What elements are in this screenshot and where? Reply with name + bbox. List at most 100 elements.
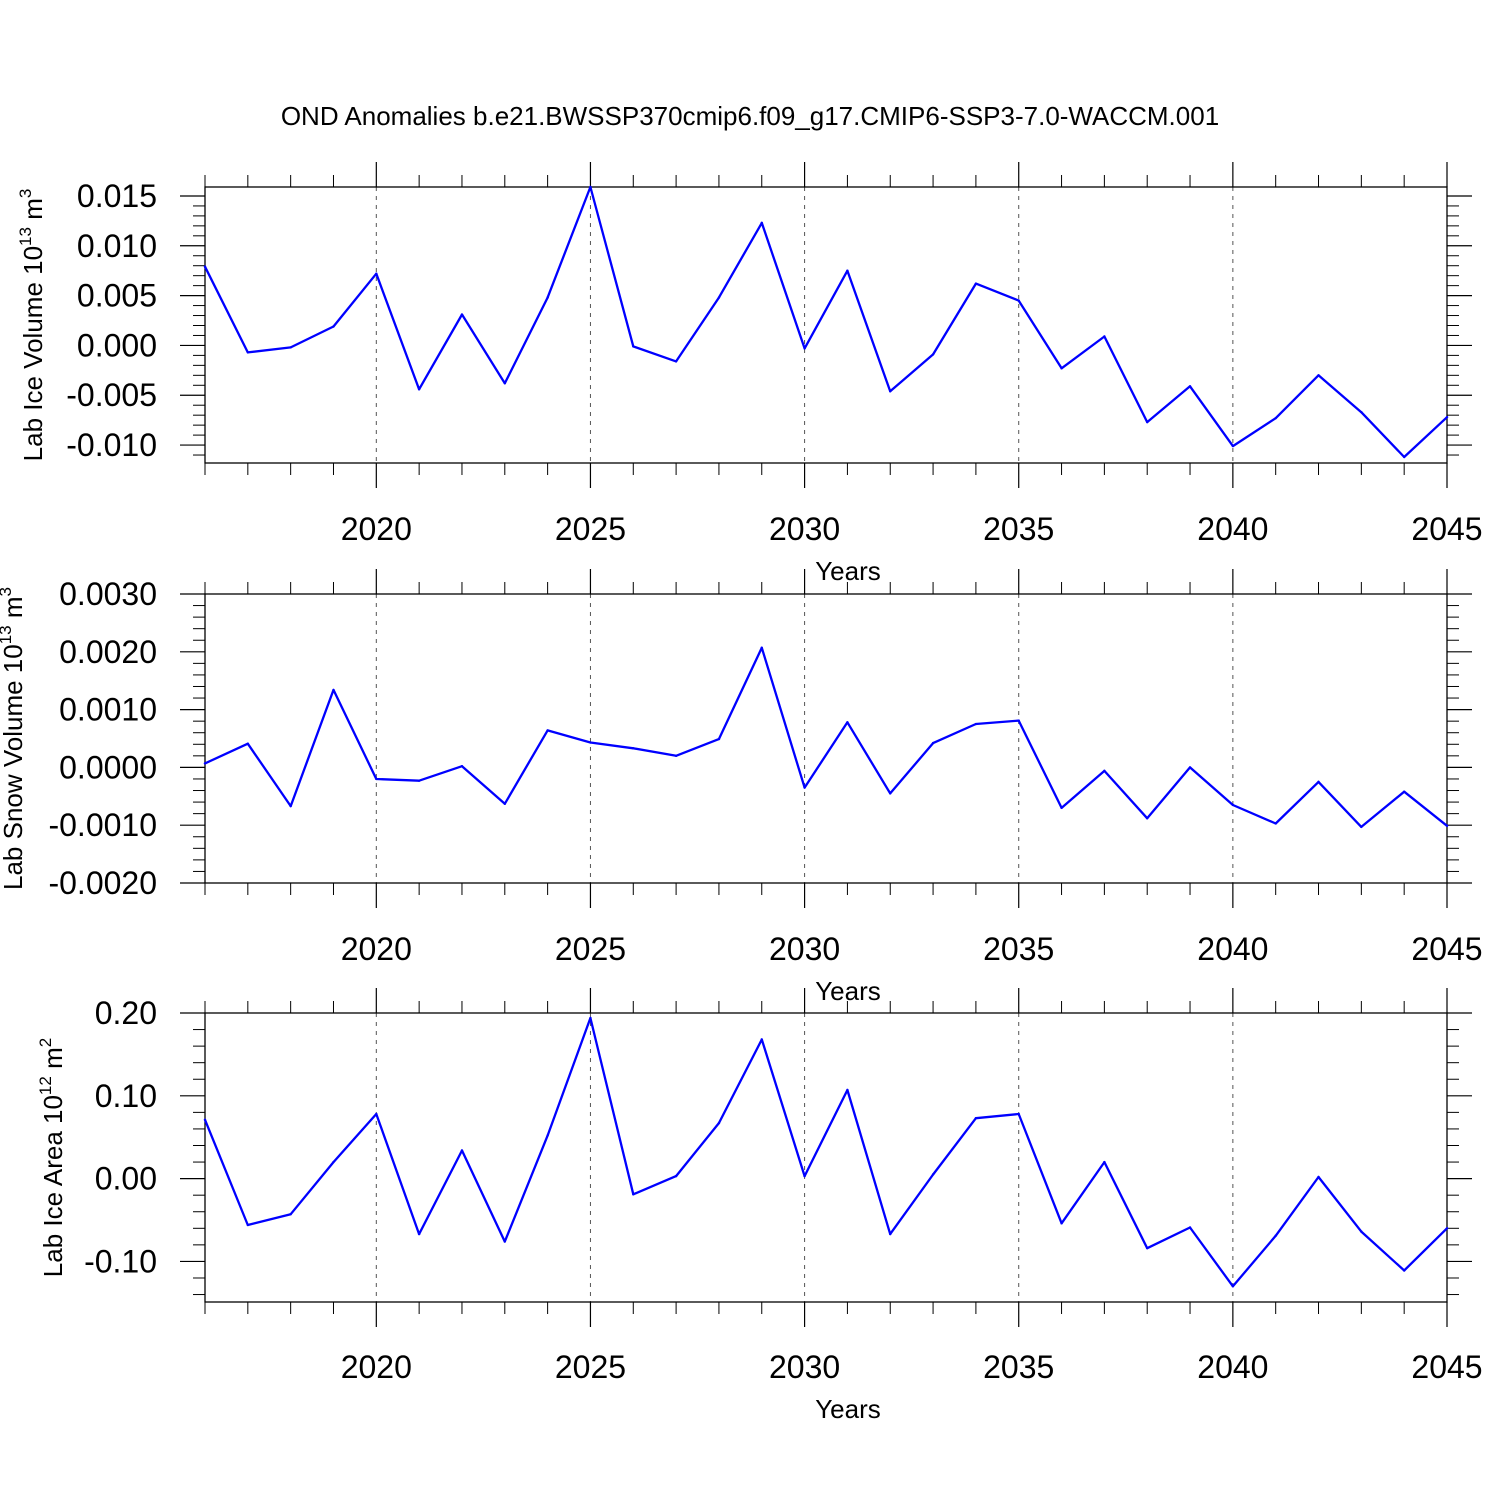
data-point-2045 <box>1445 415 1449 419</box>
data-point-2027 <box>674 1174 678 1178</box>
data-point-2016 <box>203 762 207 765</box>
data-point-2022 <box>460 1149 464 1152</box>
y-tick-label: 0.0000 <box>59 749 157 785</box>
data-point-2038 <box>1146 817 1149 820</box>
data-point-2041 <box>1274 1234 1277 1237</box>
data-point-2023 <box>503 802 506 806</box>
data-point-2045 <box>1445 824 1449 827</box>
plot-frame <box>204 593 1448 884</box>
x-tick-label-2025: 2025 <box>555 511 626 547</box>
data-point-2038 <box>1146 420 1149 424</box>
data-point-2034 <box>974 282 978 285</box>
data-point-2044 <box>1402 455 1406 459</box>
y-tick-label: -0.0020 <box>48 865 157 901</box>
y-label-unit-exponent: 2 <box>36 1038 55 1047</box>
data-point-2032 <box>889 390 892 393</box>
y-tick-label: -0.0010 <box>48 807 157 843</box>
data-point-2025 <box>589 1016 592 1020</box>
y-tick-label: 0.0010 <box>59 692 157 728</box>
panel-2: 2020 2025 2030 2035 2040 2045 -0.0020 -0.0010 0.… <box>0 569 1483 1006</box>
x-tick-label-2020: 2020 <box>341 1349 412 1385</box>
data-point-2035 <box>1017 1112 1020 1116</box>
y-axis-label: Lab Ice Area 1012 m2 <box>36 1038 68 1277</box>
data-point-2043 <box>1360 410 1363 414</box>
x-tick-label-2030: 2030 <box>769 931 840 967</box>
data-point-2018 <box>289 1213 292 1216</box>
data-point-2045 <box>1445 1227 1449 1230</box>
data-point-2028 <box>717 1121 721 1125</box>
x-tick-label-2040: 2040 <box>1197 931 1268 967</box>
y-tick-label: 0.00 <box>95 1161 157 1197</box>
data-point-2040 <box>1231 1285 1235 1288</box>
data-point-2021 <box>417 388 421 391</box>
x-tick-label-2030: 2030 <box>769 1349 840 1385</box>
x-tick-label-2040: 2040 <box>1197 511 1268 547</box>
y-tick-label: 0.0020 <box>59 634 157 670</box>
plot-frame <box>204 1012 1448 1303</box>
y-tick-label: 0.0030 <box>59 576 157 612</box>
data-point-2027 <box>674 360 678 363</box>
data-point-2017 <box>246 351 250 354</box>
x-tick-label-2020: 2020 <box>341 511 412 547</box>
data-point-2028 <box>717 296 721 299</box>
data-point-2025 <box>589 185 592 189</box>
y-tick-label: -0.010 <box>66 427 157 463</box>
data-point-2037 <box>1103 769 1106 773</box>
data-point-2031 <box>846 721 849 724</box>
data-point-2035 <box>1017 719 1020 722</box>
y-label-unit-exponent: 3 <box>16 189 35 198</box>
data-point-2033 <box>931 353 935 356</box>
x-tick-label-2025: 2025 <box>555 931 626 967</box>
x-axis-label: Years <box>815 976 881 1006</box>
data-point-2023 <box>503 1240 506 1243</box>
data-point-2016 <box>203 1118 207 1122</box>
data-point-2026 <box>632 747 635 750</box>
data-point-2042 <box>1317 374 1320 377</box>
data-point-2028 <box>717 737 721 741</box>
data-point-2038 <box>1146 1246 1149 1250</box>
series-line-lab-ice-area <box>203 1016 1449 1288</box>
data-point-2024 <box>546 729 549 732</box>
data-point-2039 <box>1188 1226 1192 1229</box>
data-point-2030 <box>803 347 806 350</box>
data-point-2039 <box>1188 385 1192 388</box>
data-point-2029 <box>760 646 763 649</box>
data-point-2036 <box>1060 806 1063 810</box>
panel-3: 2020 2025 2030 2035 2040 2045 -0.10 0.00 0.10 0.2… <box>36 988 1483 1424</box>
data-point-2031 <box>846 269 849 272</box>
x-tick-label-2045: 2045 <box>1411 511 1482 547</box>
x-tick-label-2035: 2035 <box>983 1349 1054 1385</box>
data-point-2017 <box>246 1223 250 1227</box>
y-tick-label: 0.005 <box>77 278 157 314</box>
x-tick-label-2040: 2040 <box>1197 1349 1268 1385</box>
data-point-2020 <box>375 777 378 781</box>
y-label-main: Lab Ice Volume 10 <box>18 246 48 461</box>
y-tick-label: 0.010 <box>77 228 157 264</box>
y-tick-label: 0.10 <box>95 1078 157 1114</box>
x-tick-label-2030: 2030 <box>769 511 840 547</box>
y-axis-label: Lab Snow Volume 1013 m3 <box>0 587 28 890</box>
data-point-2034 <box>974 722 978 726</box>
data-point-2031 <box>846 1088 849 1092</box>
data-point-2020 <box>375 272 378 275</box>
data-point-2034 <box>974 1116 978 1120</box>
data-point-2036 <box>1060 1222 1063 1225</box>
data-point-2030 <box>803 786 806 789</box>
x-axis-label: Years <box>815 556 881 586</box>
panel-1: 2020 2025 2030 2035 2040 2045 -0.010 -0.005 0.00… <box>16 162 1483 586</box>
data-point-2022 <box>460 313 464 316</box>
y-label-unit-exponent: 3 <box>0 587 15 596</box>
data-point-2020 <box>375 1112 378 1116</box>
x-tick-label-2045: 2045 <box>1411 931 1482 967</box>
data-point-2029 <box>760 221 763 225</box>
data-point-2040 <box>1231 444 1235 448</box>
y-label-exponent: 13 <box>16 227 35 246</box>
data-point-2030 <box>803 1174 806 1178</box>
data-point-2039 <box>1188 766 1192 769</box>
figure-title: OND Anomalies b.e21.BWSSP370cmip6.f09_g1… <box>281 101 1219 131</box>
data-point-2019 <box>332 688 335 692</box>
data-point-2043 <box>1360 1230 1363 1233</box>
data-point-2018 <box>289 346 292 349</box>
